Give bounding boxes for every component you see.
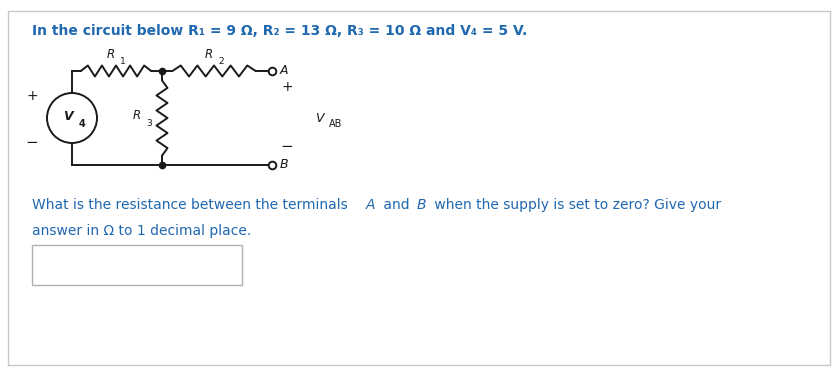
- FancyBboxPatch shape: [8, 11, 830, 365]
- Text: A: A: [280, 65, 288, 78]
- Text: R: R: [107, 48, 115, 62]
- Text: 1: 1: [120, 56, 126, 66]
- Text: B: B: [280, 159, 289, 172]
- Text: AB: AB: [329, 119, 343, 129]
- Text: −: −: [281, 140, 293, 154]
- Text: +: +: [26, 89, 38, 103]
- Text: 2: 2: [218, 56, 223, 66]
- FancyBboxPatch shape: [32, 245, 242, 285]
- Text: 3: 3: [146, 119, 152, 128]
- Text: R: R: [133, 109, 141, 122]
- Text: V: V: [63, 110, 73, 122]
- Text: In the circuit below R₁ = 9 Ω, R₂ = 13 Ω, R₃ = 10 Ω and V₄ = 5 V.: In the circuit below R₁ = 9 Ω, R₂ = 13 Ω…: [32, 24, 528, 38]
- Text: B: B: [417, 198, 427, 212]
- Text: and: and: [379, 198, 414, 212]
- Text: R: R: [205, 48, 213, 62]
- Text: What is the resistance between the terminals: What is the resistance between the termi…: [32, 198, 352, 212]
- Text: −: −: [26, 135, 39, 150]
- Text: A: A: [366, 198, 375, 212]
- Text: V: V: [315, 112, 323, 125]
- Text: 4: 4: [79, 119, 86, 129]
- Text: when the supply is set to zero? Give your: when the supply is set to zero? Give you…: [430, 198, 721, 212]
- Text: +: +: [281, 80, 293, 94]
- Text: answer in Ω to 1 decimal place.: answer in Ω to 1 decimal place.: [32, 224, 251, 238]
